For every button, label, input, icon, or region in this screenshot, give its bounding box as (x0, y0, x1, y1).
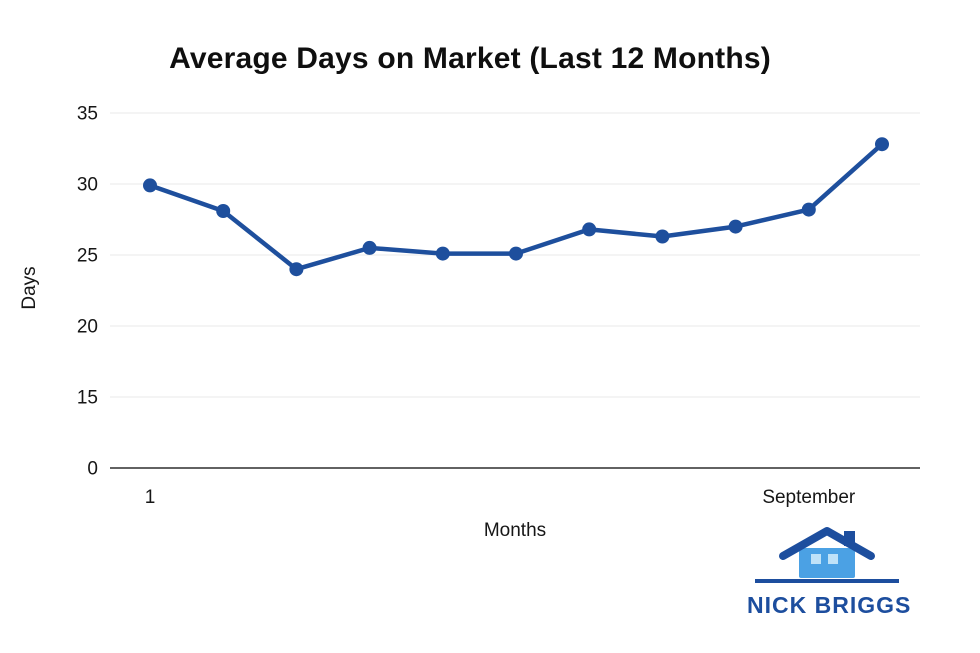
chart-title: Average Days on Market (Last 12 Months) (169, 42, 771, 75)
y-tick-label: 20 (77, 317, 98, 338)
house-roof (779, 527, 875, 560)
data-point (362, 240, 377, 255)
y-tick-label: 25 (77, 246, 98, 267)
y-tick-label: 15 (77, 388, 98, 409)
data-point (728, 219, 743, 234)
data-point (582, 222, 597, 237)
chimney (844, 531, 855, 546)
house-window (828, 554, 838, 564)
house-icon (755, 527, 899, 583)
data-point (509, 246, 523, 261)
data-point (801, 202, 816, 217)
y-tick-label: 35 (77, 104, 98, 125)
data-point (435, 246, 450, 261)
y-tick-label: 0 (87, 459, 98, 480)
data-point (655, 229, 670, 244)
house-body (799, 548, 855, 578)
brand-name: NICK BRIGGS (747, 592, 912, 618)
x-tick-label: September (762, 487, 856, 508)
x-axis-label: Months (483, 520, 547, 541)
data-point (289, 262, 304, 277)
data-point (875, 137, 889, 152)
house-window (811, 554, 821, 564)
y-tick-label: 30 (77, 175, 98, 196)
brand-logo: NICK BRIGGS (747, 526, 912, 619)
data-point (216, 204, 231, 218)
x-tick-label: 1 (145, 487, 156, 508)
data-point (143, 178, 157, 193)
